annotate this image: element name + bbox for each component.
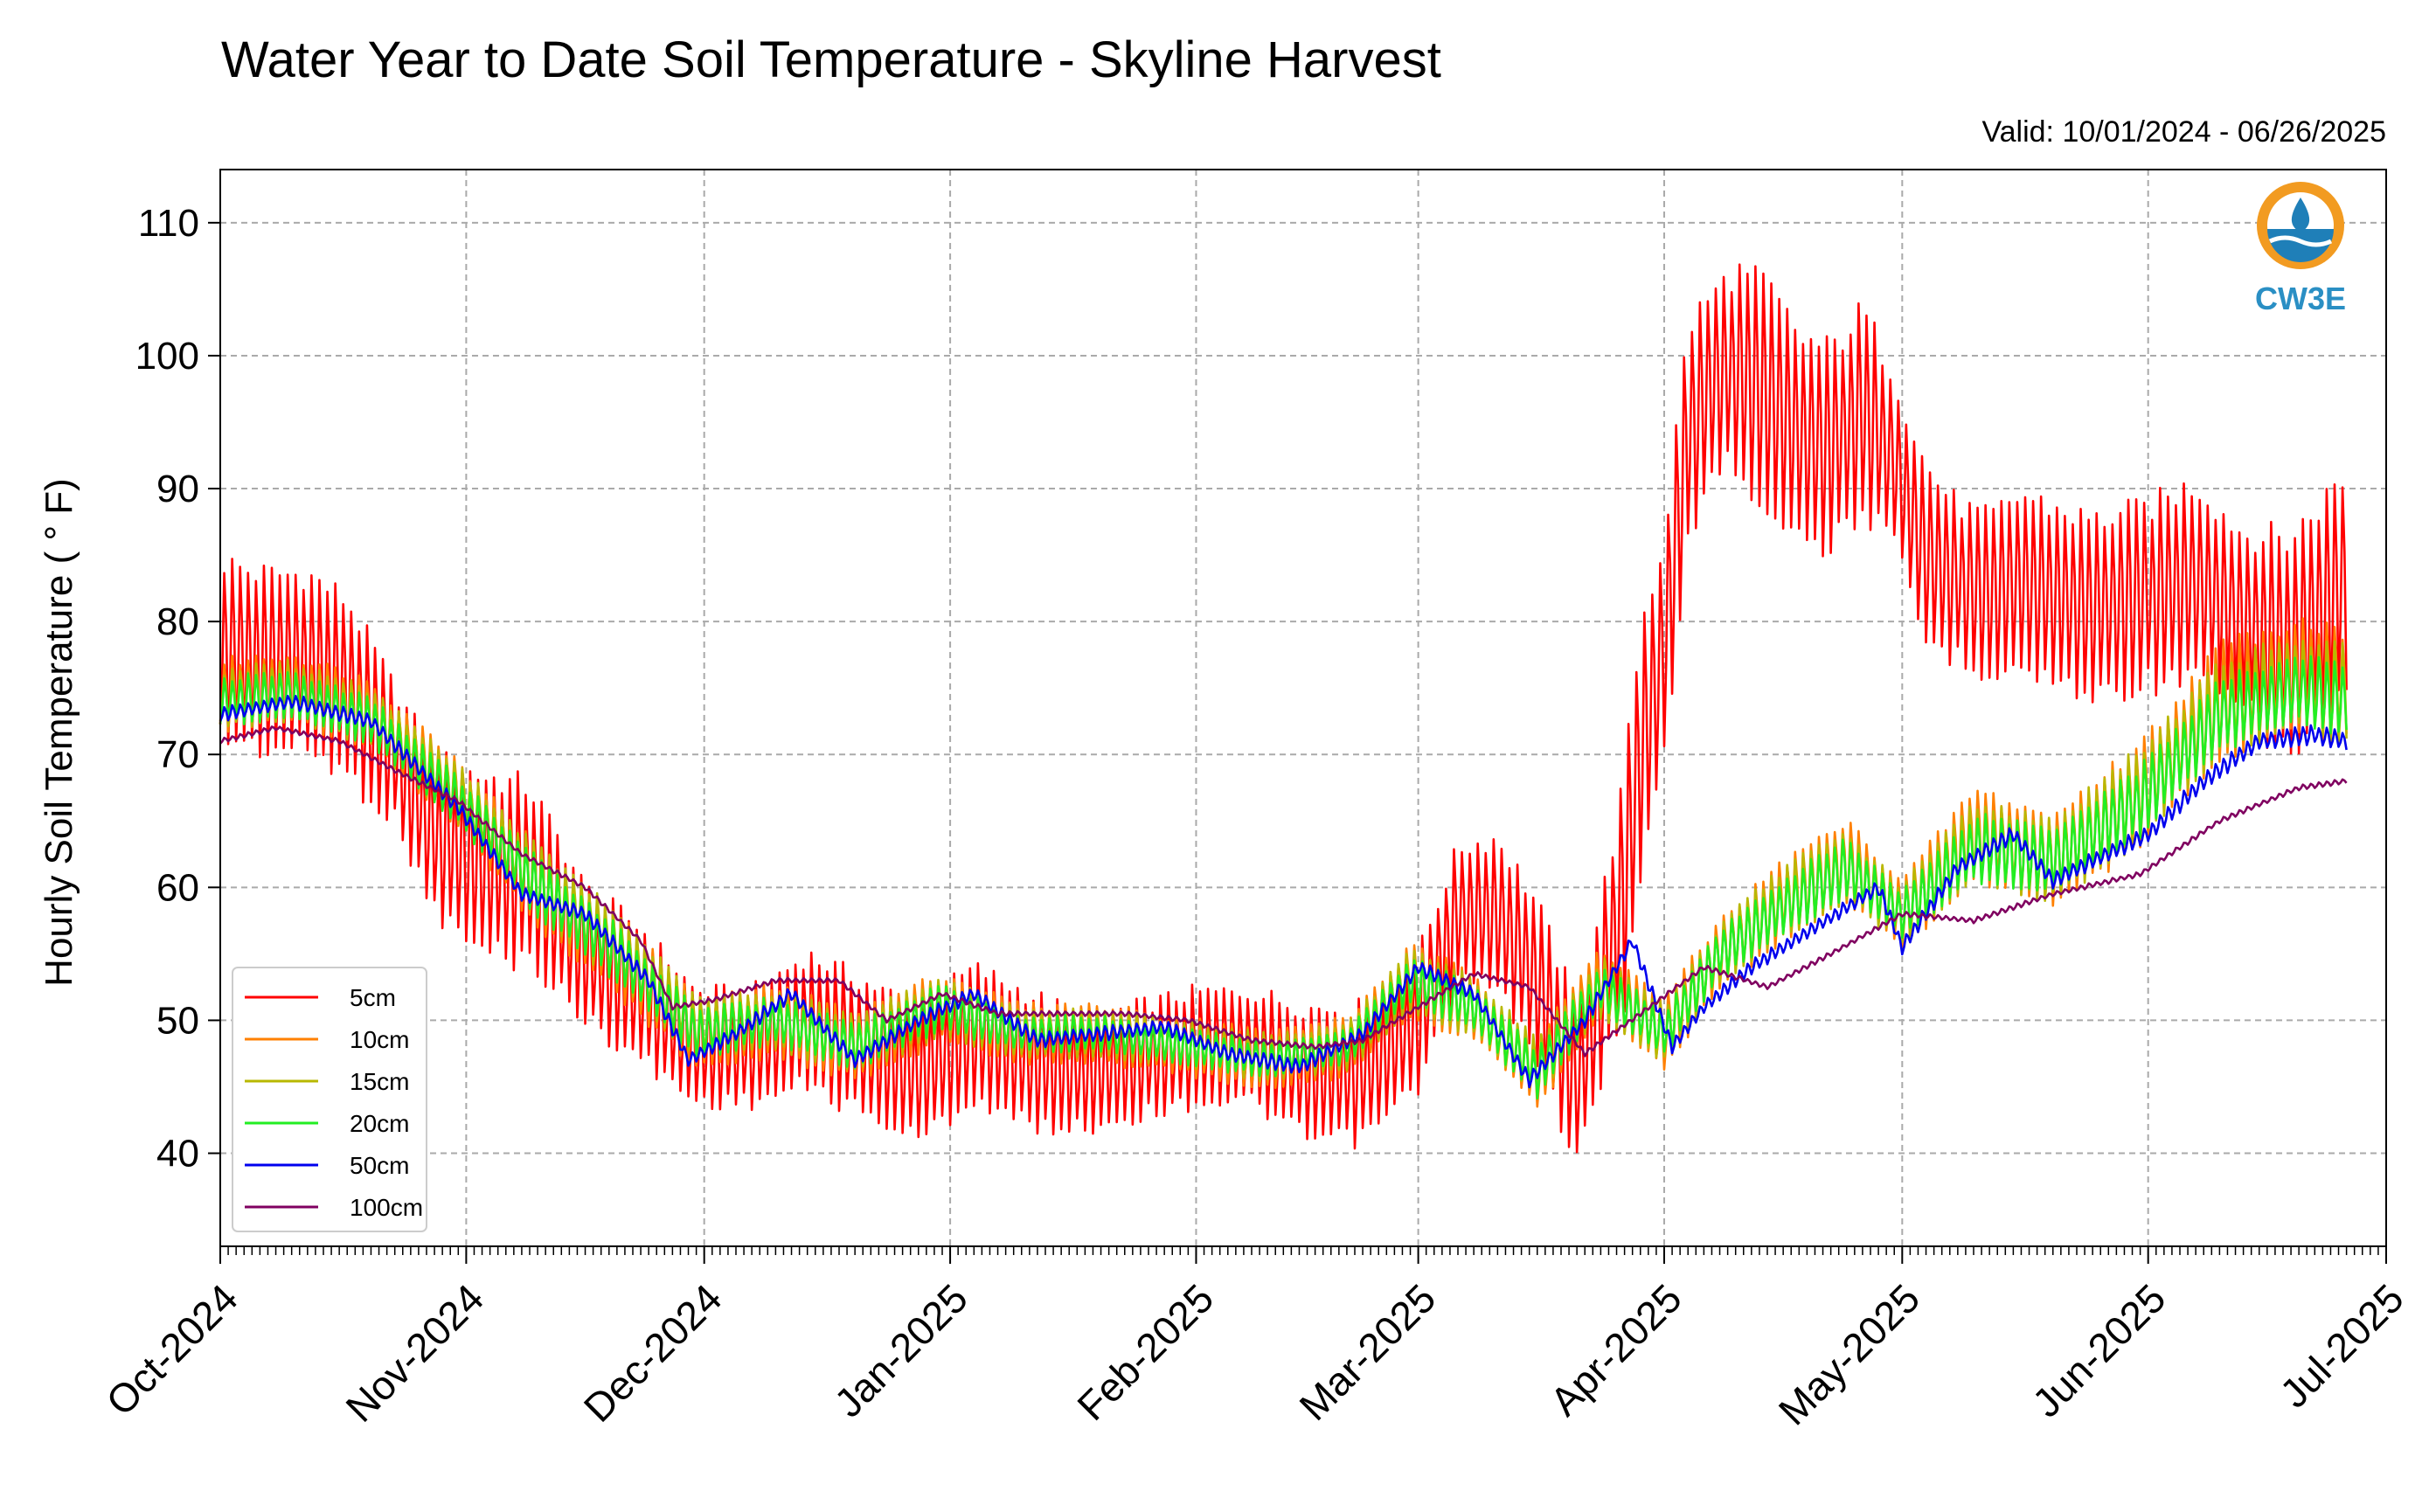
series-line-50cm	[219, 695, 2348, 1089]
x-minor-ticks	[219, 1246, 2387, 1255]
x-tick-label: Apr-2025	[1541, 1275, 1690, 1425]
legend-label-100cm: 100cm	[350, 1194, 423, 1221]
x-tick-label: May-2025	[1770, 1275, 1928, 1433]
y-tick-label: 90	[156, 468, 199, 510]
legend-box	[232, 967, 427, 1232]
series-line-5cm	[219, 263, 2348, 1154]
cw3e-logo-text: CW3E	[2255, 281, 2346, 316]
x-axis: Oct-2024 Nov-2024 Dec-2024 Jan-2025 Feb-2025…	[97, 1246, 2412, 1433]
y-tick-label: 100	[135, 335, 199, 378]
gridlines	[219, 170, 2387, 1246]
series-line-100cm	[219, 725, 2348, 1058]
legend: 5cm 10cm 15cm 20cm 50cm 100cm	[232, 967, 427, 1232]
cw3e-logo: CW3E	[2255, 182, 2346, 316]
x-tick-label: Nov-2024	[337, 1275, 492, 1431]
cw3e-logo-icon	[2257, 182, 2344, 269]
legend-label-5cm: 5cm	[350, 984, 396, 1011]
plot-frame	[219, 169, 2387, 1247]
legend-label-50cm: 50cm	[350, 1152, 409, 1179]
legend-label-20cm: 20cm	[350, 1110, 409, 1137]
y-tick-label: 60	[156, 866, 199, 909]
y-tick-label: 40	[156, 1133, 199, 1176]
chart-subtitle: Valid: 10/01/2024 - 06/26/2025	[1981, 115, 2386, 149]
series-lines	[219, 263, 2348, 1154]
y-axis-label: Hourly Soil Temperature ( ° F)	[38, 478, 80, 987]
x-tick-label: Jun-2025	[2023, 1275, 2174, 1425]
y-tick-label: 50	[156, 999, 199, 1042]
x-tick-label: Dec-2024	[575, 1275, 731, 1431]
y-axis: 40 50 60 70 80 90 100 110	[135, 202, 220, 1176]
x-tick-label: Mar-2025	[1290, 1275, 1444, 1429]
x-tick-label: Feb-2025	[1068, 1275, 1222, 1429]
legend-label-15cm: 15cm	[350, 1068, 409, 1095]
chart-title: Water Year to Date Soil Temperature - Sk…	[221, 31, 1441, 88]
x-tick-label: Jul-2025	[2271, 1275, 2412, 1417]
legend-label-10cm: 10cm	[350, 1026, 409, 1053]
x-tick-label: Oct-2024	[97, 1275, 246, 1425]
x-tick-label: Jan-2025	[826, 1275, 976, 1425]
y-tick-label: 110	[138, 202, 199, 245]
y-tick-label: 70	[156, 733, 199, 776]
y-tick-label: 80	[156, 600, 199, 643]
